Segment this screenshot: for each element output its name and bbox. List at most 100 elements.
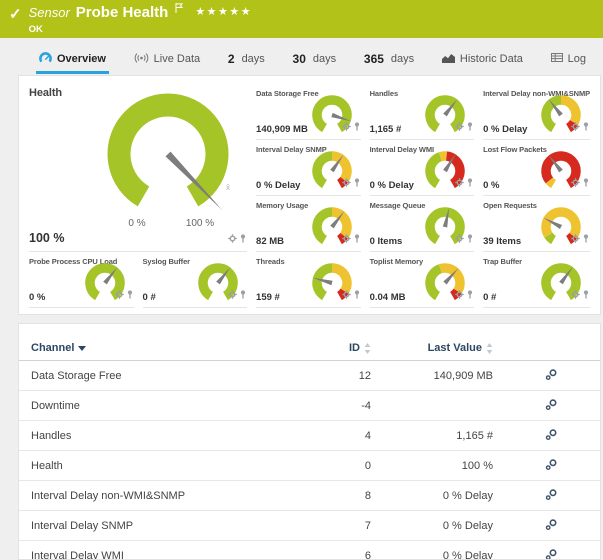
- gauge-pin-icon[interactable]: [240, 286, 246, 304]
- svg-text:100 %: 100 %: [186, 218, 214, 229]
- gauge-pin-icon[interactable]: [467, 174, 473, 192]
- channel-row[interactable]: Handles41,165 #: [19, 421, 600, 451]
- channel-id: -4: [329, 391, 371, 421]
- channel-row[interactable]: Interval Delay non-WMI&SNMP80 % Delay: [19, 481, 600, 511]
- tab-number: 30: [293, 52, 306, 66]
- tab-number: 2: [228, 52, 235, 66]
- channel-row[interactable]: Data Storage Free12140,909 MB: [19, 361, 600, 391]
- gauge-settings-gear-icon[interactable]: [342, 174, 351, 192]
- channel-name[interactable]: Downtime: [19, 391, 329, 421]
- tab-label: Log: [568, 53, 586, 65]
- gauge-cell: Memory Usage82 MB: [256, 196, 361, 252]
- main-gauge-cell: Health 0 %100 %x̄ 100 %: [29, 84, 247, 252]
- gauge-settings-gear-icon[interactable]: [571, 286, 580, 304]
- gauge-settings-gear-icon[interactable]: [455, 230, 464, 248]
- gauge-value: 0 % Delay: [483, 124, 527, 135]
- channel-name[interactable]: Health: [19, 451, 329, 481]
- flag-icon[interactable]: [175, 0, 183, 18]
- column-header-id[interactable]: ID: [349, 342, 371, 354]
- column-header-last-value[interactable]: Last Value: [428, 342, 493, 354]
- channel-name[interactable]: Interval Delay WMI: [19, 541, 329, 560]
- gauge-pin-icon[interactable]: [583, 174, 589, 192]
- gauge-value: 0 % Delay: [370, 180, 414, 191]
- gauge-cell: Lost Flow Packets0 %: [483, 140, 590, 196]
- channel-settings-icon[interactable]: [545, 402, 558, 414]
- gauge-value: 140,909 MB: [256, 124, 308, 135]
- gauge-pin-icon[interactable]: [127, 286, 133, 304]
- channels-table: Channel ID Last Value Data Storage Free1…: [19, 336, 600, 560]
- status-ok-check-icon: ✓: [9, 5, 22, 23]
- gauge-pin-icon[interactable]: [240, 230, 246, 248]
- gauge-pin-icon[interactable]: [583, 230, 589, 248]
- channel-name[interactable]: Interval Delay non-WMI&SNMP: [19, 481, 329, 511]
- channel-settings-icon[interactable]: [545, 492, 558, 504]
- sort-icon: [364, 343, 371, 354]
- gauge-settings-gear-icon[interactable]: [571, 174, 580, 192]
- gauge-cell: Data Storage Free140,909 MB: [256, 84, 361, 140]
- gauge-settings-gear-icon[interactable]: [455, 286, 464, 304]
- gauge-pin-icon[interactable]: [354, 174, 360, 192]
- gauge-settings-gear-icon[interactable]: [228, 286, 237, 304]
- gauge-settings-gear-icon[interactable]: [115, 286, 124, 304]
- tab-number: 365: [364, 52, 384, 66]
- tab-log[interactable]: Log: [548, 47, 589, 74]
- channel-row[interactable]: Interval Delay WMI60 % Delay: [19, 541, 600, 560]
- log-icon: [551, 53, 563, 65]
- tab-live-data[interactable]: Live Data: [131, 47, 203, 74]
- gauge-settings-gear-icon[interactable]: [342, 118, 351, 136]
- gauge-settings-gear-icon[interactable]: [571, 118, 580, 136]
- column-header-channel[interactable]: Channel: [31, 342, 86, 354]
- channel-last-value: 100 %: [371, 451, 493, 481]
- tab-label: days: [391, 53, 414, 65]
- tab-365-days[interactable]: 365 days: [361, 47, 417, 74]
- channel-settings-icon[interactable]: [545, 552, 558, 560]
- channel-name[interactable]: Interval Delay SNMP: [19, 511, 329, 541]
- channel-id: 12: [329, 361, 371, 391]
- gauge-settings-gear-icon[interactable]: [455, 118, 464, 136]
- gauge-pin-icon[interactable]: [583, 286, 589, 304]
- channel-row[interactable]: Health0100 %: [19, 451, 600, 481]
- tab-bar: Overview Live Data 2days 30days 365 days Histo…: [0, 47, 603, 74]
- gauge-settings-gear-icon[interactable]: [571, 230, 580, 248]
- main-gauge-value: 100 %: [29, 231, 64, 245]
- channel-row[interactable]: Downtime-4: [19, 391, 600, 421]
- gauge-pin-icon[interactable]: [467, 230, 473, 248]
- gauge-value: 82 MB: [256, 236, 284, 247]
- channel-name[interactable]: Data Storage Free: [19, 361, 329, 391]
- gauge-pin-icon[interactable]: [583, 118, 589, 136]
- channel-settings-icon[interactable]: [545, 462, 558, 474]
- channel-settings-icon[interactable]: [545, 372, 558, 384]
- prtg-sensor-page: ✓ Sensor Probe Health ★★★★★ OK OverviewL…: [0, 0, 603, 560]
- gauge-pin-icon[interactable]: [354, 286, 360, 304]
- gauge-pin-icon[interactable]: [467, 118, 473, 136]
- channel-row[interactable]: Interval Delay SNMP70 % Delay: [19, 511, 600, 541]
- gauge-value: 0.04 MB: [370, 292, 406, 303]
- gauge-cell: Probe Process CPU Load0 %: [29, 252, 134, 308]
- gauge-settings-gear-icon[interactable]: [342, 230, 351, 248]
- gauge-settings-gear-icon[interactable]: [228, 230, 237, 248]
- tab-overview[interactable]: Overview: [36, 47, 109, 74]
- channel-settings-icon[interactable]: [545, 522, 558, 534]
- channel-last-value: 0 % Delay: [371, 541, 493, 560]
- gauge-value: 159 #: [256, 292, 280, 303]
- sort-caret-down-icon: [78, 346, 86, 351]
- gauge-pin-icon[interactable]: [354, 230, 360, 248]
- channel-name[interactable]: Handles: [19, 421, 329, 451]
- gauge-pin-icon[interactable]: [354, 118, 360, 136]
- channel-settings-icon[interactable]: [545, 432, 558, 444]
- priority-stars[interactable]: ★★★★★: [195, 5, 252, 18]
- channel-last-value: 0 % Delay: [371, 511, 493, 541]
- gauge-cell: Handles1,165 #: [370, 84, 475, 140]
- tab-historic-data[interactable]: Historic Data: [439, 47, 526, 74]
- tab-30-days[interactable]: 30days: [290, 47, 340, 74]
- channel-last-value: 140,909 MB: [371, 361, 493, 391]
- tab-2-days[interactable]: 2days: [225, 47, 268, 74]
- gauge-settings-gear-icon[interactable]: [455, 174, 464, 192]
- gauge-cell: Message Queue0 Items: [370, 196, 475, 252]
- gauge-cell: Syslog Buffer0 #: [143, 252, 248, 308]
- overview-panel: Health 0 %100 %x̄ 100 % Data Storage Fre…: [18, 75, 601, 315]
- gauge-settings-gear-icon[interactable]: [342, 286, 351, 304]
- gauge-pin-icon[interactable]: [467, 286, 473, 304]
- gauge-value: 0 #: [143, 292, 156, 303]
- gauge-value: 0 % Delay: [256, 180, 300, 191]
